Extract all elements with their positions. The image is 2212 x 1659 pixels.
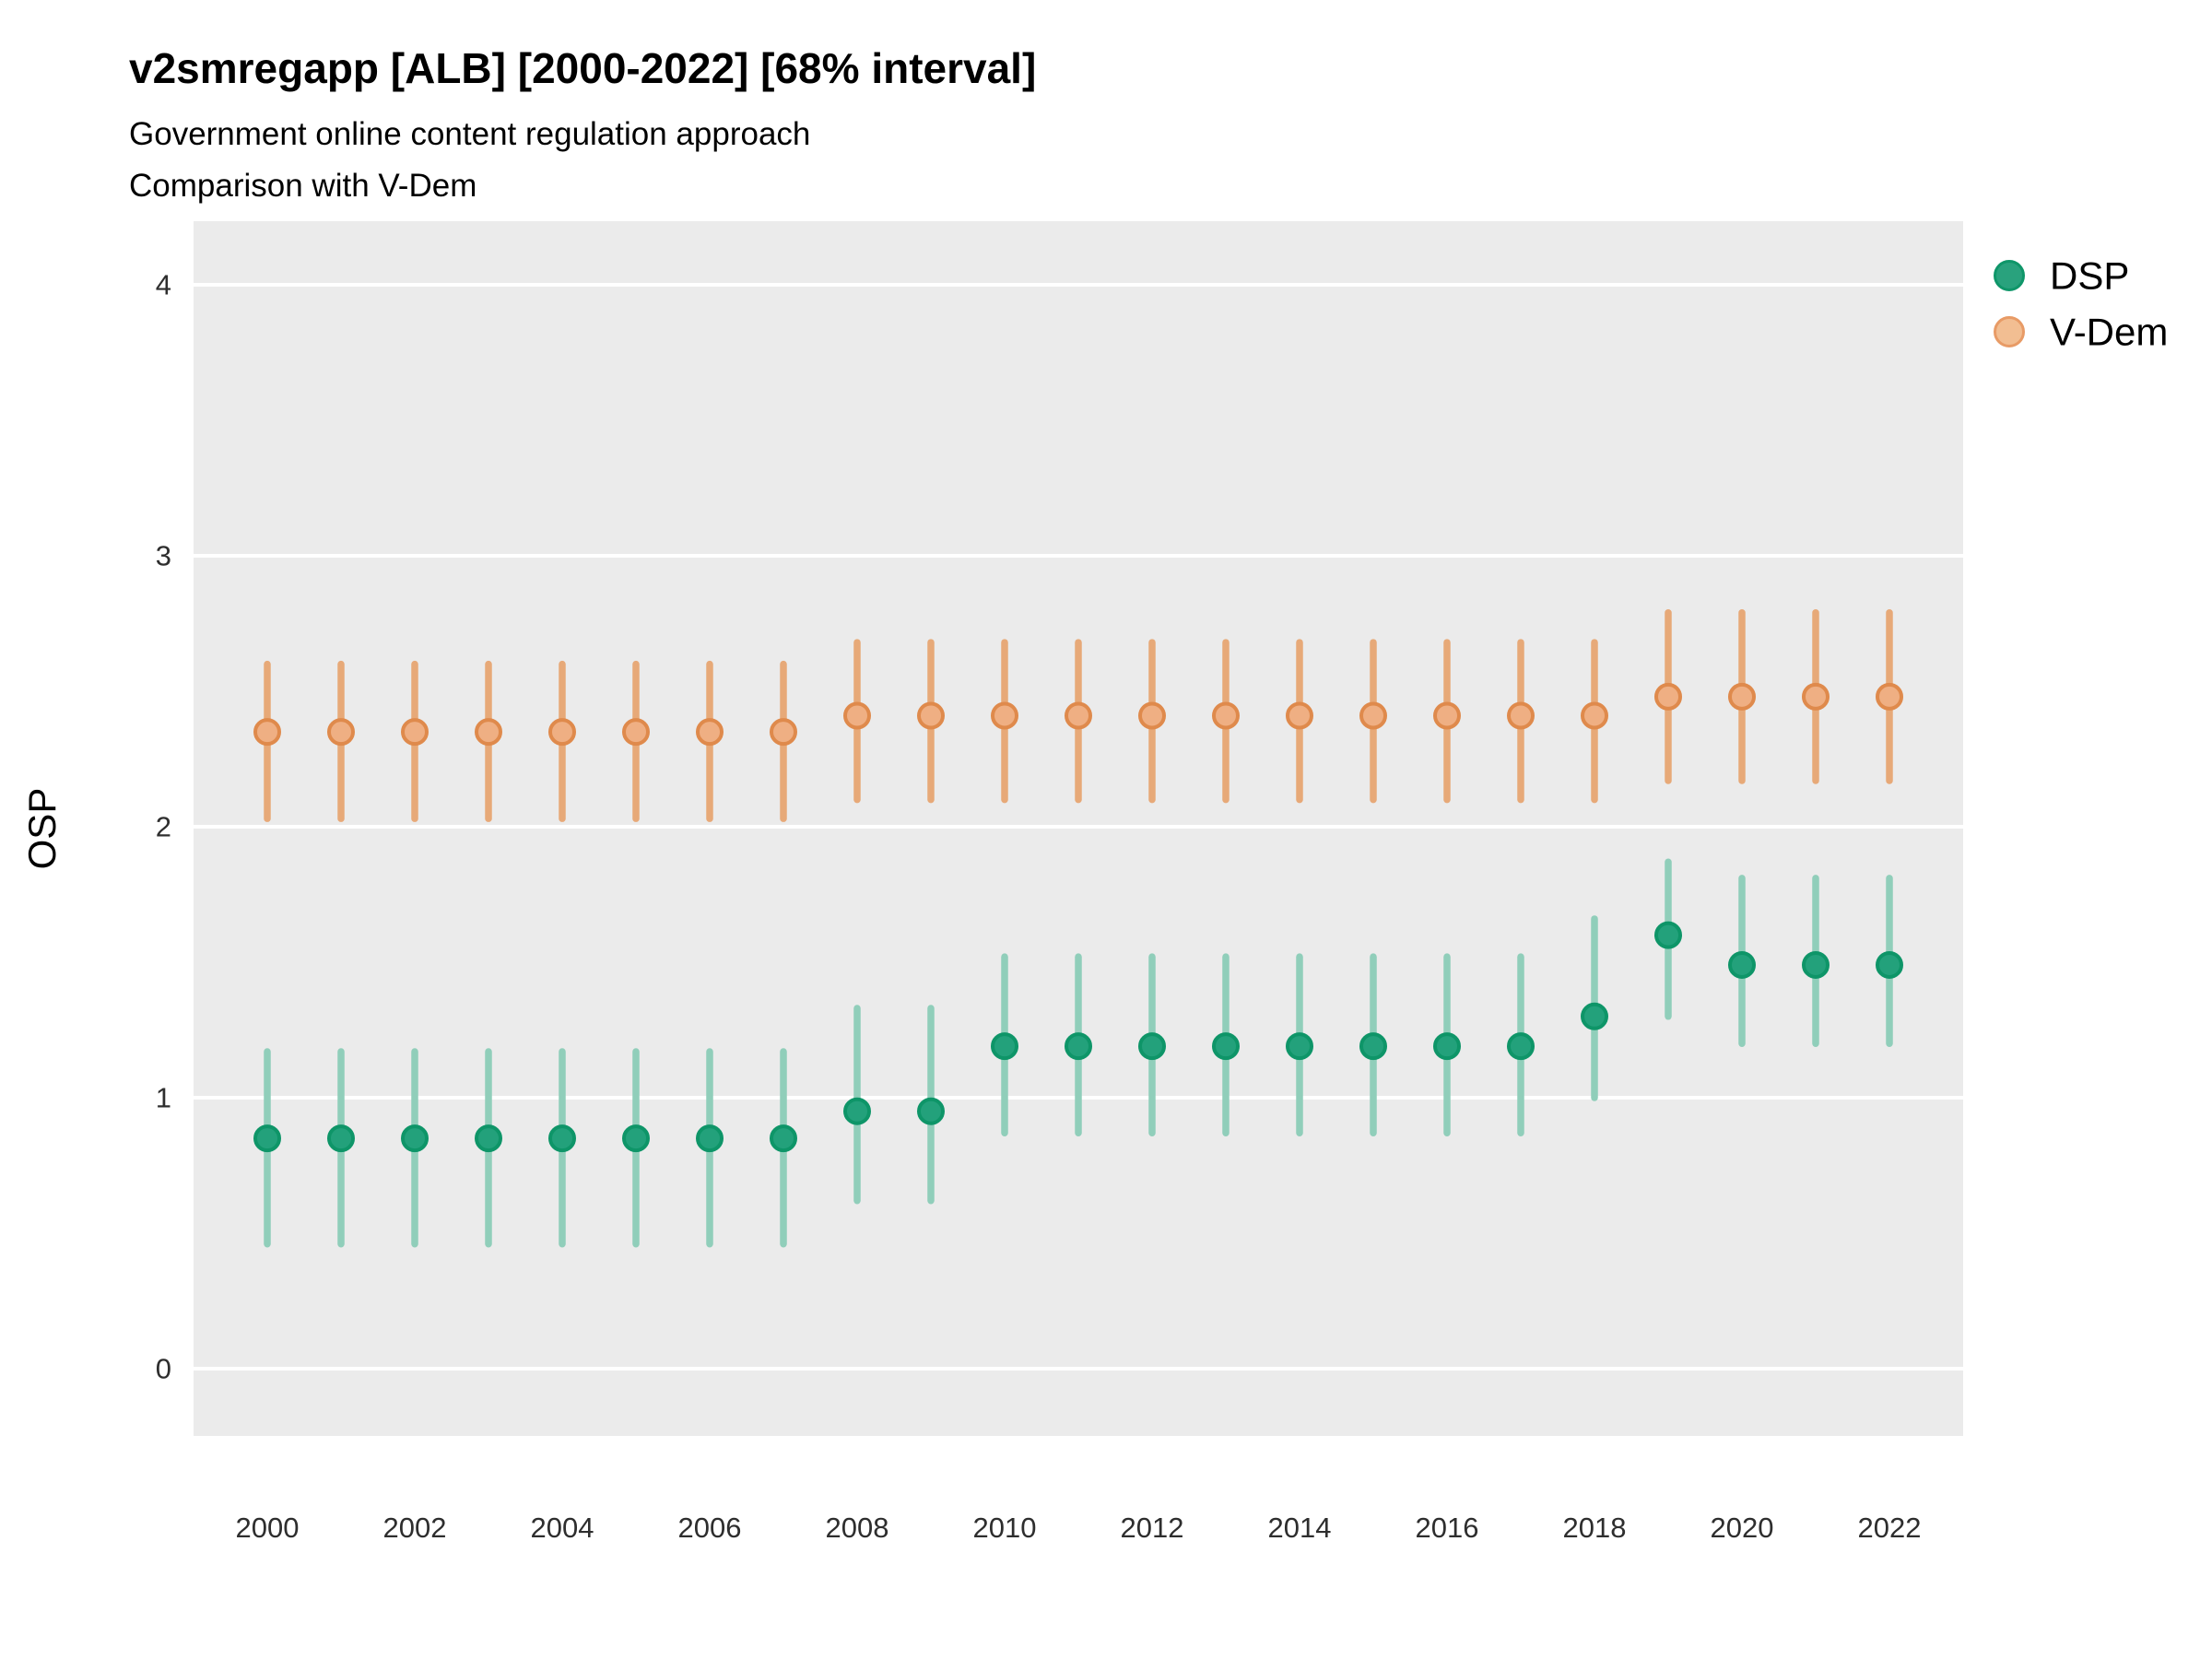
- point-v-dem-2019: [1654, 682, 1682, 711]
- y-tick-label-2: 2: [156, 811, 171, 843]
- x-tick-label-2008: 2008: [826, 1512, 889, 1544]
- point-v-dem-2006: [696, 718, 724, 747]
- point-dsp-2006: [696, 1124, 724, 1153]
- point-dsp-2007: [770, 1124, 797, 1153]
- point-v-dem-2004: [548, 718, 576, 747]
- point-dsp-2016: [1433, 1032, 1461, 1061]
- point-v-dem-2021: [1802, 682, 1830, 711]
- x-tick-label-2002: 2002: [383, 1512, 447, 1544]
- point-dsp-2011: [1065, 1032, 1092, 1061]
- x-tick-label-2020: 2020: [1711, 1512, 1774, 1544]
- point-v-dem-2011: [1065, 701, 1092, 730]
- legend-dsp-label: DSP: [2050, 254, 2129, 298]
- x-axis-tick-labels: 2000 2002 2004 2006 2008 2010 2012 2014 2016 2018…: [236, 1512, 1922, 1544]
- y-tick-label-0: 0: [156, 1353, 171, 1385]
- point-v-dem-2000: [253, 718, 281, 747]
- point-dsp-2022: [1876, 950, 1903, 979]
- point-dsp-2003: [475, 1124, 502, 1153]
- point-v-dem-2012: [1138, 701, 1166, 730]
- legend-vdem-dot: [1994, 316, 2025, 347]
- point-dsp-2018: [1581, 1002, 1608, 1030]
- x-tick-label-2006: 2006: [678, 1512, 742, 1544]
- point-v-dem-2013: [1212, 701, 1240, 730]
- point-dsp-2017: [1507, 1032, 1535, 1061]
- point-dsp-2000: [253, 1124, 281, 1153]
- chart-subtitle-line2: Comparison with V-Dem: [129, 168, 477, 204]
- x-tick-label-2004: 2004: [531, 1512, 594, 1544]
- point-v-dem-2002: [401, 718, 429, 747]
- x-tick-label-2000: 2000: [236, 1512, 300, 1544]
- y-tick-label-3: 3: [156, 540, 171, 572]
- point-dsp-2021: [1802, 950, 1830, 979]
- x-tick-label-2022: 2022: [1858, 1512, 1922, 1544]
- point-dsp-2002: [401, 1124, 429, 1153]
- y-tick-label-1: 1: [156, 1082, 171, 1114]
- x-tick-label-2014: 2014: [1268, 1512, 1332, 1544]
- legend-dsp-dot: [1994, 260, 2025, 291]
- x-tick-label-2012: 2012: [1121, 1512, 1184, 1544]
- point-dsp-2019: [1654, 921, 1682, 949]
- point-dsp-2014: [1286, 1032, 1313, 1061]
- legend-vdem-label: V-Dem: [2050, 311, 2168, 354]
- point-dsp-2013: [1212, 1032, 1240, 1061]
- point-v-dem-2009: [917, 701, 945, 730]
- point-v-dem-2003: [475, 718, 502, 747]
- y-tick-label-4: 4: [156, 269, 171, 301]
- point-v-dem-2001: [327, 718, 355, 747]
- point-dsp-2020: [1728, 950, 1756, 979]
- x-tick-label-2010: 2010: [973, 1512, 1037, 1544]
- point-dsp-2010: [991, 1032, 1018, 1061]
- y-axis-title: OSP: [20, 788, 64, 870]
- point-dsp-2008: [843, 1097, 871, 1125]
- point-dsp-2001: [327, 1124, 355, 1153]
- point-v-dem-2022: [1876, 682, 1903, 711]
- chart-title: v2smregapp [ALB] [2000-2022] [68% interv…: [129, 44, 1036, 92]
- chart-subtitle-line1: Government online content regulation app…: [129, 116, 810, 152]
- point-v-dem-2018: [1581, 701, 1608, 730]
- point-v-dem-2017: [1507, 701, 1535, 730]
- point-v-dem-2015: [1359, 701, 1387, 730]
- point-v-dem-2005: [622, 718, 650, 747]
- x-tick-label-2016: 2016: [1416, 1512, 1479, 1544]
- point-dsp-2015: [1359, 1032, 1387, 1061]
- point-v-dem-2008: [843, 701, 871, 730]
- point-dsp-2009: [917, 1097, 945, 1125]
- point-dsp-2012: [1138, 1032, 1166, 1061]
- pointrange-marks: [253, 608, 1903, 1248]
- point-v-dem-2020: [1728, 682, 1756, 711]
- point-v-dem-2016: [1433, 701, 1461, 730]
- point-dsp-2005: [622, 1124, 650, 1153]
- point-v-dem-2007: [770, 718, 797, 747]
- y-axis-tick-labels: 0 1 2 3 4: [156, 269, 171, 1385]
- point-v-dem-2010: [991, 701, 1018, 730]
- point-v-dem-2014: [1286, 701, 1313, 730]
- point-dsp-2004: [548, 1124, 576, 1153]
- x-tick-label-2018: 2018: [1563, 1512, 1627, 1544]
- legend: DSP V-Dem: [1994, 254, 2168, 354]
